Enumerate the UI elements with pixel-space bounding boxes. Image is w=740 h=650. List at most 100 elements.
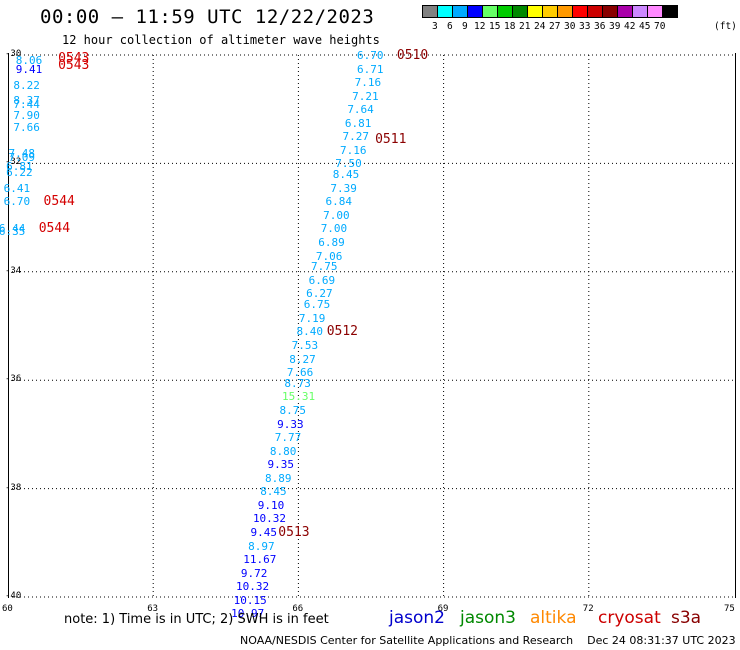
legend-item-altika: altika	[530, 608, 577, 628]
wave-height-label: 7.27	[342, 130, 369, 144]
legend-item-jason3: jason3	[460, 608, 516, 628]
wave-height-label: 6.81	[344, 116, 372, 130]
wave-height-label: 8.97	[248, 539, 275, 553]
y-tick-label: -40	[5, 591, 22, 601]
colorbar	[422, 5, 678, 18]
wave-height-label: 7.64	[347, 103, 374, 117]
page-title: 00:00 – 11:59 UTC 12/22/2023	[40, 6, 375, 28]
wave-height-label: 9.33	[277, 417, 304, 431]
credit-line: NOAA/NESDIS Center for Satellite Applica…	[240, 634, 736, 647]
wave-height-label: 8.27	[289, 352, 316, 366]
wave-height-label: 7.66	[13, 120, 40, 134]
wave-height-label: 6.89	[318, 235, 345, 249]
wave-height-label: 7.00	[320, 222, 348, 236]
wave-height-label: 6.41	[3, 181, 31, 195]
colorbar-label: 21	[519, 21, 531, 32]
colorbar-label: 3	[432, 21, 438, 32]
colorbar-label: 9	[462, 21, 468, 32]
wave-height-label: 8.75	[279, 404, 307, 417]
rev-number-label: 0510	[396, 48, 429, 63]
x-tick-label: 75	[724, 604, 735, 614]
rev-number-label: 0512	[326, 324, 358, 340]
wave-height-label: 7.16	[354, 76, 382, 90]
colorbar-label: 6	[447, 21, 453, 32]
wave-height-label: 6.84	[325, 195, 353, 209]
wave-height-label: 7.00	[323, 208, 350, 222]
colorbar-label: 27	[549, 21, 561, 32]
y-tick-label: -36	[5, 374, 22, 385]
wave-height-label: 7.75	[311, 260, 338, 274]
colorbar-labels: 3 6 9 12 15 18 21 24 27 30 33 36 39 42 45 70 (ft)	[422, 21, 740, 33]
wave-height-label: 7.16	[340, 143, 367, 157]
y-tick-label: -34	[5, 265, 22, 276]
wave-height-label: 8.22	[13, 78, 40, 92]
plot-area	[8, 53, 736, 598]
wave-height-label: 9.72	[240, 566, 268, 580]
wave-height-label: 10.32	[252, 512, 287, 526]
wave-height-label: 6.75	[303, 298, 331, 312]
wave-height-label: 6.71	[357, 62, 384, 76]
wave-height-label: 9.35	[267, 458, 294, 472]
wave-height-label: 6.69	[308, 273, 336, 287]
colorbar-label: 15	[489, 21, 501, 32]
wave-height-label: 10.97	[231, 607, 265, 621]
colorbar-label: 30	[564, 21, 576, 32]
footnote: note: 1) Time is in UTC; 2) SWH is in fe…	[64, 612, 329, 627]
colorbar-label: 45	[639, 21, 651, 32]
wave-height-label: 7.90	[13, 108, 40, 122]
wave-height-label: 7.48	[8, 146, 36, 160]
colorbar-label: 12	[474, 21, 486, 32]
wave-height-label: 8.06	[15, 54, 43, 68]
wave-height-label: 11.67	[243, 553, 277, 567]
y-tick-label: -38	[5, 482, 22, 493]
x-tick-label: 66	[292, 604, 304, 614]
wave-height-label: 6.22	[6, 165, 33, 179]
legend-item-jason2: jason2	[389, 608, 445, 628]
wave-height-label: 8.37	[13, 93, 40, 107]
colorbar-label: 33	[579, 21, 591, 32]
colorbar-label: 70	[654, 21, 666, 32]
wave-height-label: 9.45	[250, 525, 278, 539]
wave-height-label: 6.70	[3, 195, 31, 209]
colorbar-label: 18	[504, 21, 516, 32]
rev-number-label: 0513	[278, 524, 310, 540]
rev-number-label: 0511	[375, 132, 407, 147]
wave-height-label: 7.50	[335, 157, 362, 171]
wave-height-label: 6.27	[306, 287, 333, 301]
x-tick-label: 72	[582, 604, 594, 614]
wave-height-label: 8.80	[269, 444, 297, 458]
colorbar-swatch	[662, 5, 678, 18]
x-tick-label: 60	[2, 604, 13, 614]
x-tick-label: 69	[437, 604, 449, 614]
wave-height-label: 7.53	[291, 338, 319, 352]
rev-number-label: 0544	[43, 194, 75, 210]
wave-height-label: 10.32	[236, 580, 270, 594]
wave-height-label: 10.15	[233, 593, 267, 607]
page-subtitle: 12 hour collection of altimeter wave hei…	[62, 33, 380, 47]
wave-height-label: 8.45	[332, 168, 360, 182]
wave-height-label: 7.06	[315, 249, 343, 263]
colorbar-label: 36	[594, 21, 606, 32]
wave-height-label: 9.41	[15, 62, 43, 76]
rev-number-label: 0544	[38, 221, 71, 237]
wave-height-label: 7.39	[330, 181, 357, 195]
wave-height-label: 8.73	[284, 376, 311, 390]
wave-height-label: 6.35	[0, 225, 26, 239]
wave-height-label: 7.09	[8, 150, 36, 164]
wave-height-label: 7.19	[298, 311, 326, 325]
colorbar-label: 39	[609, 21, 621, 32]
wave-height-label: 9.10	[257, 498, 285, 512]
wave-height-label: 15.31	[281, 390, 316, 404]
wave-height-label: 8.45	[260, 485, 287, 499]
wave-height-label: 6.44	[0, 222, 26, 236]
y-tick-label: -32	[5, 157, 22, 168]
wave-height-label: 7.21	[352, 89, 379, 103]
wave-height-label: 8.40	[296, 325, 324, 339]
colorbar-label: 24	[534, 21, 546, 32]
colorbar-label: 42	[624, 21, 636, 32]
wave-height-label: 7.44	[13, 97, 40, 111]
wave-height-label: 8.89	[265, 471, 292, 485]
legend-item-s3a: s3a	[671, 608, 702, 628]
rev-number-label: 0543	[58, 57, 90, 73]
